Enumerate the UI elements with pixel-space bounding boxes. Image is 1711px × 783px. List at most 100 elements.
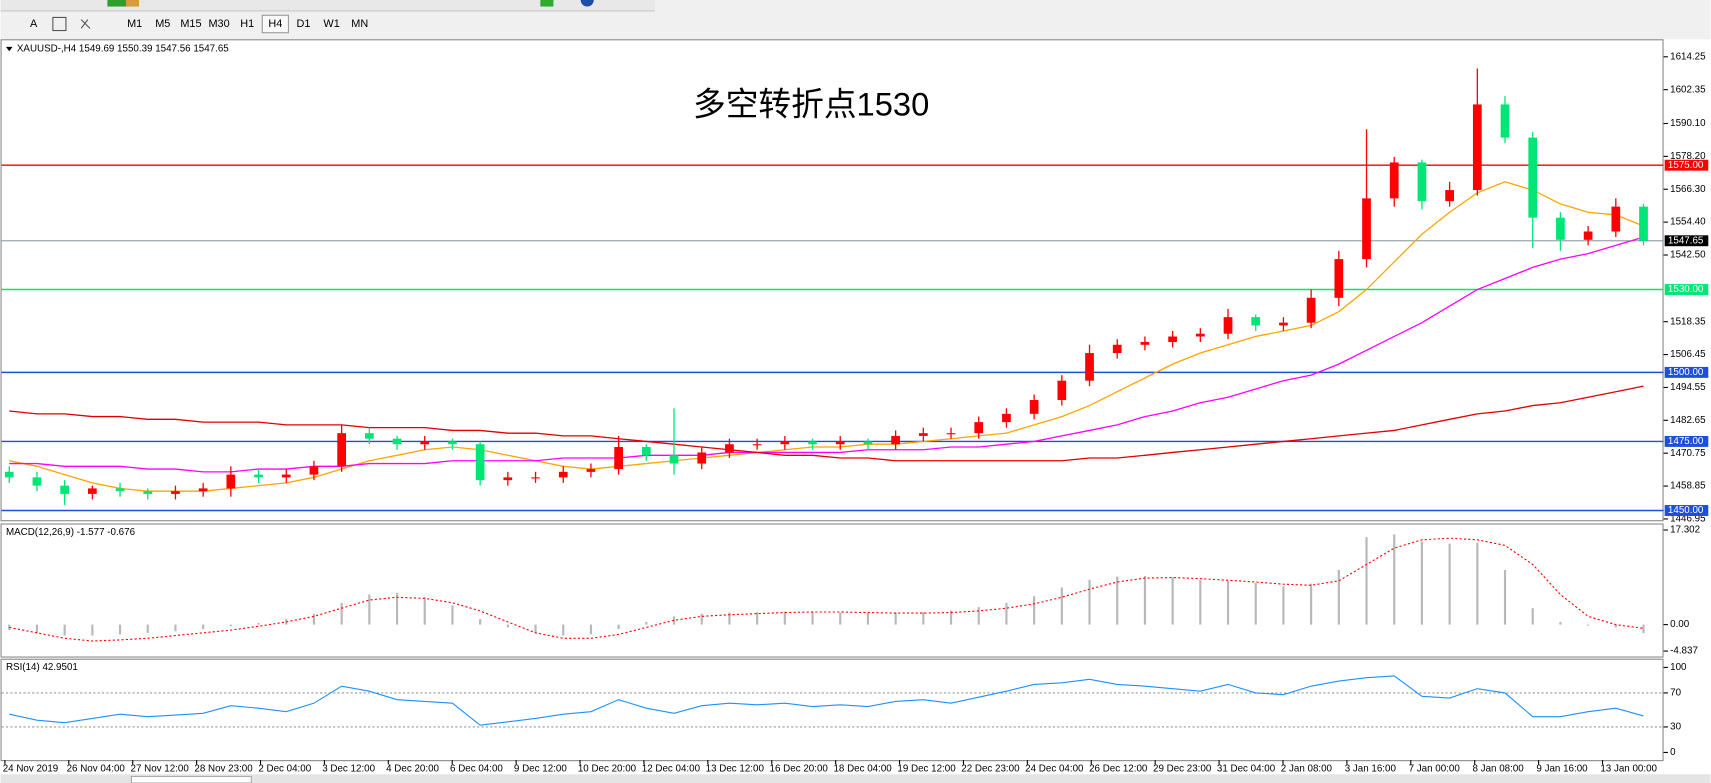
x-tick-label: 26 Nov 04:00: [67, 763, 126, 774]
x-tick-label: 9 Jan 16:00: [1536, 763, 1588, 774]
textlabel-tool[interactable]: [52, 16, 67, 32]
candle-body: [531, 477, 540, 479]
candle-body: [1556, 217, 1565, 240]
x-tick-label: 13 Dec 12:00: [706, 763, 765, 774]
text-tool[interactable]: A: [30, 18, 38, 30]
x-tick-label: 27 Nov 12:00: [131, 763, 190, 774]
moving-average: [9, 385, 1644, 462]
y-tick-label: -4.837: [1670, 646, 1698, 657]
candle-body: [281, 474, 291, 478]
candle-body: [835, 441, 845, 445]
annotation: 多空转折点1530: [693, 86, 929, 123]
x-tick-label: 8 Jan 08:00: [1473, 763, 1525, 774]
y-tick-label: 100: [1670, 662, 1687, 673]
candle-body: [1085, 353, 1094, 381]
y-tick-label: 0: [1670, 747, 1676, 758]
y-tick-label: 1482.65: [1670, 415, 1706, 426]
y-tick-label: 1470.75: [1670, 448, 1706, 459]
candle-body: [4, 471, 14, 478]
candle-body: [32, 477, 42, 486]
toolbar-icon: [580, 0, 594, 7]
x-tick-label: 24 Dec 04:00: [1025, 763, 1084, 774]
candle-body: [254, 474, 263, 478]
y-tick-label: 0.00: [1670, 619, 1690, 630]
x-tick-label: 7 Jan 00:00: [1409, 763, 1461, 774]
candle-body: [1417, 162, 1427, 202]
price-level-label: 1475.00: [1668, 436, 1704, 447]
price-level-tag: [1664, 436, 1709, 447]
price-level-tag: [1664, 284, 1709, 295]
price-level-label: 1530.00: [1668, 284, 1704, 295]
y-tick-label: 1458.85: [1670, 481, 1706, 492]
candle-body: [503, 477, 513, 481]
y-tick-label: 1578.20: [1670, 151, 1706, 162]
y-tick-label: 1518.35: [1670, 316, 1706, 327]
timeframe-button[interactable]: H4: [268, 18, 282, 30]
candle-body: [974, 422, 984, 434]
timeframe-button[interactable]: H1: [240, 18, 254, 30]
toolbar-row-top: [0, 0, 655, 11]
candle-body: [891, 435, 900, 445]
draw-tool[interactable]: [80, 19, 91, 29]
chart-tab[interactable]: [130, 775, 252, 783]
y-tick-label: 70: [1670, 688, 1681, 699]
candle-body: [1472, 104, 1482, 191]
candle-body: [1279, 322, 1288, 326]
timeframe-button[interactable]: MN: [351, 18, 368, 30]
toolbar-icon: [107, 0, 130, 7]
toolbar-icon: [540, 0, 554, 7]
y-tick-label: 1566.30: [1670, 184, 1706, 195]
candle-body: [143, 491, 153, 494]
candle-body: [1168, 336, 1177, 343]
price-level-tag: [1664, 159, 1709, 171]
y-tick-label: 1590.10: [1670, 118, 1706, 129]
candle-body: [1251, 317, 1261, 326]
timeframe-button[interactable]: M15: [180, 18, 201, 30]
candle-body: [1445, 190, 1454, 202]
x-tick-label: 19 Dec 12:00: [897, 763, 956, 774]
candle-body: [1306, 297, 1316, 323]
price-level-label: 1450.00: [1668, 505, 1704, 516]
main-pane: [0, 39, 1664, 522]
candle-body: [780, 441, 790, 445]
candle-body: [808, 441, 817, 445]
candle-body: [198, 488, 208, 492]
timeframe-button[interactable]: M5: [155, 18, 170, 30]
y-tick-label: 30: [1670, 722, 1681, 733]
timeframe-button[interactable]: W1: [323, 18, 339, 30]
x-tick-label: 4 Dec 20:00: [386, 763, 439, 774]
timeframe-button[interactable]: M1: [127, 18, 142, 30]
x-tick-label: 6 Dec 04:00: [450, 763, 503, 774]
moving-average: [9, 236, 1644, 473]
y-tick-label: 1554.40: [1670, 217, 1706, 228]
price-level-tag: [1664, 366, 1709, 378]
candle-body: [392, 438, 402, 445]
last-price-tag: [1664, 235, 1709, 247]
y-tick-label: 1494.55: [1670, 382, 1706, 393]
candle-body: [226, 474, 236, 489]
x-tick-label: 22 Dec 23:00: [961, 763, 1020, 774]
candle-body: [558, 471, 568, 478]
symbol-info: XAUUSD-,H4 1549.69 1550.39 1547.56 1547.…: [17, 44, 229, 55]
x-tick-label: 2 Jan 08:00: [1281, 763, 1333, 774]
candle-body: [918, 433, 928, 436]
candle-body: [1528, 137, 1538, 218]
toolbar-icon: [125, 0, 140, 7]
moving-average: [9, 181, 1644, 492]
candle-body: [115, 488, 125, 492]
rsi-info: RSI(14) 42.9501: [6, 662, 78, 673]
candle-body: [1112, 344, 1122, 354]
timeframe-button[interactable]: D1: [297, 18, 311, 30]
candle-body: [1029, 400, 1039, 414]
x-tick-label: 29 Dec 23:00: [1153, 763, 1212, 774]
price-level-tag: [1664, 505, 1709, 516]
x-tick-label: 3 Dec 12:00: [322, 763, 375, 774]
candle-body: [614, 446, 623, 470]
x-tick-label: 9 Dec 12:00: [514, 763, 567, 774]
candle-body: [60, 485, 70, 494]
timeframe-button[interactable]: M30: [208, 18, 229, 30]
symbol-menu-arrow[interactable]: [5, 46, 13, 52]
price-level-label: 1575.00: [1668, 160, 1704, 171]
x-tick-label: 28 Nov 23:00: [194, 763, 253, 774]
